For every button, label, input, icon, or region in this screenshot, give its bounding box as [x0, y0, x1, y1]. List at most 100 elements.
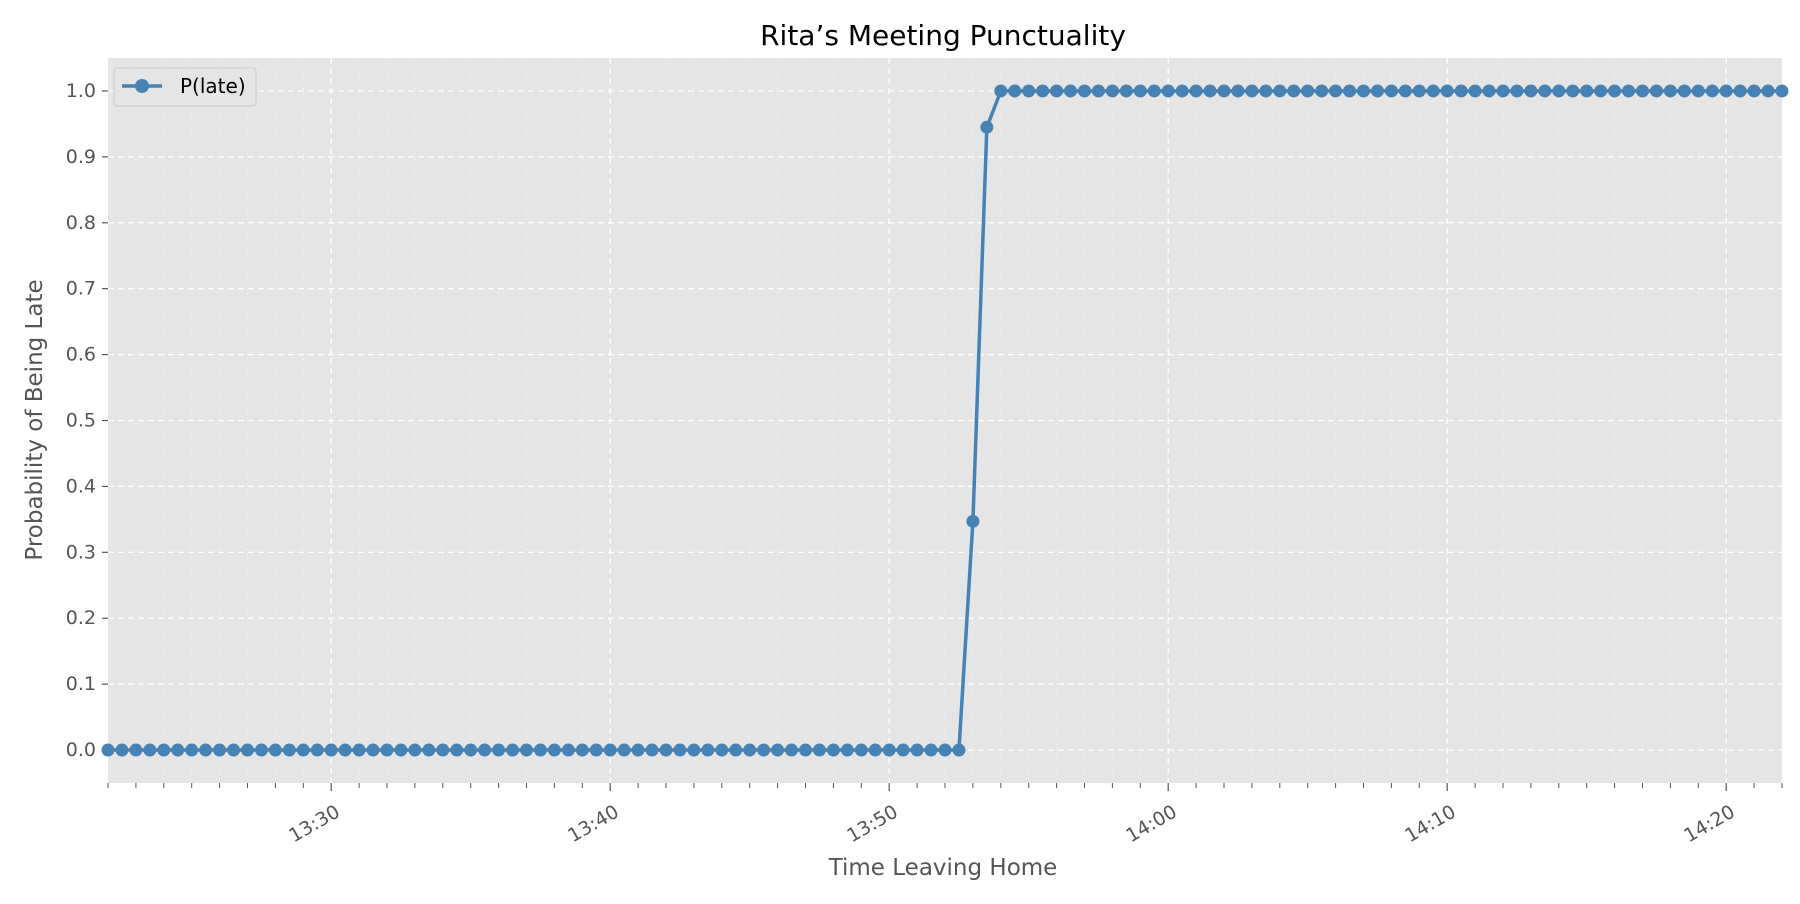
data-point: [1552, 84, 1566, 98]
data-point: [617, 743, 631, 757]
data-point: [324, 743, 338, 757]
data-point: [812, 743, 826, 757]
data-point: [1064, 84, 1078, 98]
data-point: [1189, 84, 1203, 98]
data-point: [533, 743, 547, 757]
data-point: [1259, 84, 1273, 98]
data-point: [1580, 84, 1594, 98]
data-point: [1091, 84, 1105, 98]
data-point: [101, 743, 115, 757]
data-point: [171, 743, 185, 757]
data-point: [1008, 84, 1022, 98]
y-tick-label: 0.5: [66, 410, 96, 432]
data-point: [1119, 84, 1133, 98]
data-point: [701, 743, 715, 757]
data-point: [1705, 84, 1719, 98]
data-point: [771, 743, 785, 757]
data-point: [729, 743, 743, 757]
data-point: [1203, 84, 1217, 98]
data-point: [547, 743, 561, 757]
data-point: [241, 743, 254, 757]
y-tick-label: 0.9: [66, 146, 96, 168]
data-point: [1733, 84, 1747, 98]
data-point: [1524, 84, 1538, 98]
data-point: [520, 743, 533, 757]
data-point: [422, 743, 436, 757]
data-point: [1510, 84, 1524, 98]
data-point: [1301, 84, 1315, 98]
data-point: [436, 743, 450, 757]
data-point: [994, 84, 1008, 98]
data-point: [185, 743, 199, 757]
data-point: [1357, 84, 1370, 98]
y-axis-label: Probability of Being Late: [22, 279, 48, 560]
data-point: [882, 743, 896, 757]
data-point: [408, 743, 422, 757]
legend-box: [113, 67, 257, 107]
data-point: [715, 743, 729, 757]
data-point: [1594, 84, 1608, 98]
data-point: [1384, 84, 1398, 98]
data-point: [1273, 84, 1287, 98]
y-tick-label: 0.1: [66, 673, 96, 695]
data-point: [659, 743, 673, 757]
data-point: [1622, 84, 1636, 98]
data-point: [1231, 84, 1245, 98]
data-point: [1677, 84, 1691, 98]
data-point: [1105, 84, 1119, 98]
data-point: [157, 743, 171, 757]
data-point: [366, 743, 380, 757]
legend-marker-swatch: [135, 79, 149, 93]
y-tick-label: 0.6: [66, 344, 96, 366]
data-point: [282, 743, 296, 757]
data-point: [1440, 84, 1454, 98]
data-point: [450, 743, 464, 757]
data-point: [910, 743, 924, 757]
data-point: [854, 743, 868, 757]
data-point: [1370, 84, 1384, 98]
data-point: [129, 743, 143, 757]
data-point: [296, 743, 310, 757]
data-point: [1454, 84, 1468, 98]
y-tick-label: 0.7: [66, 278, 96, 300]
legend-label: P(late): [180, 74, 246, 98]
data-point: [1566, 84, 1580, 98]
data-point: [1747, 84, 1761, 98]
data-point: [1329, 84, 1343, 98]
data-point: [799, 743, 812, 757]
data-point: [743, 743, 757, 757]
data-point: [1649, 84, 1663, 98]
data-point: [1636, 84, 1649, 98]
data-point: [785, 743, 799, 757]
data-point: [1315, 84, 1329, 98]
data-point: [1133, 84, 1147, 98]
data-point: [115, 743, 129, 757]
legend: P(late): [113, 67, 257, 107]
data-point: [1245, 84, 1259, 98]
data-point: [1022, 84, 1036, 98]
data-point: [1691, 84, 1705, 98]
data-point: [896, 743, 910, 757]
data-point: [1608, 84, 1622, 98]
data-point: [268, 743, 282, 757]
data-point: [938, 743, 952, 757]
data-point: [464, 743, 478, 757]
data-point: [1412, 84, 1426, 98]
data-point: [394, 743, 408, 757]
data-point: [1496, 84, 1510, 98]
data-point: [1147, 84, 1161, 98]
data-point: [1482, 84, 1496, 98]
data-point: [492, 743, 506, 757]
data-point: [254, 743, 268, 757]
y-tick-label: 0.3: [66, 541, 96, 563]
data-point: [227, 743, 241, 757]
data-point: [1078, 84, 1091, 98]
y-tick-label: 0.2: [66, 607, 96, 629]
data-point: [687, 743, 701, 757]
data-point: [1775, 84, 1789, 98]
data-point: [213, 743, 227, 757]
data-point: [1426, 84, 1440, 98]
data-point: [352, 743, 366, 757]
data-point: [1719, 84, 1733, 98]
